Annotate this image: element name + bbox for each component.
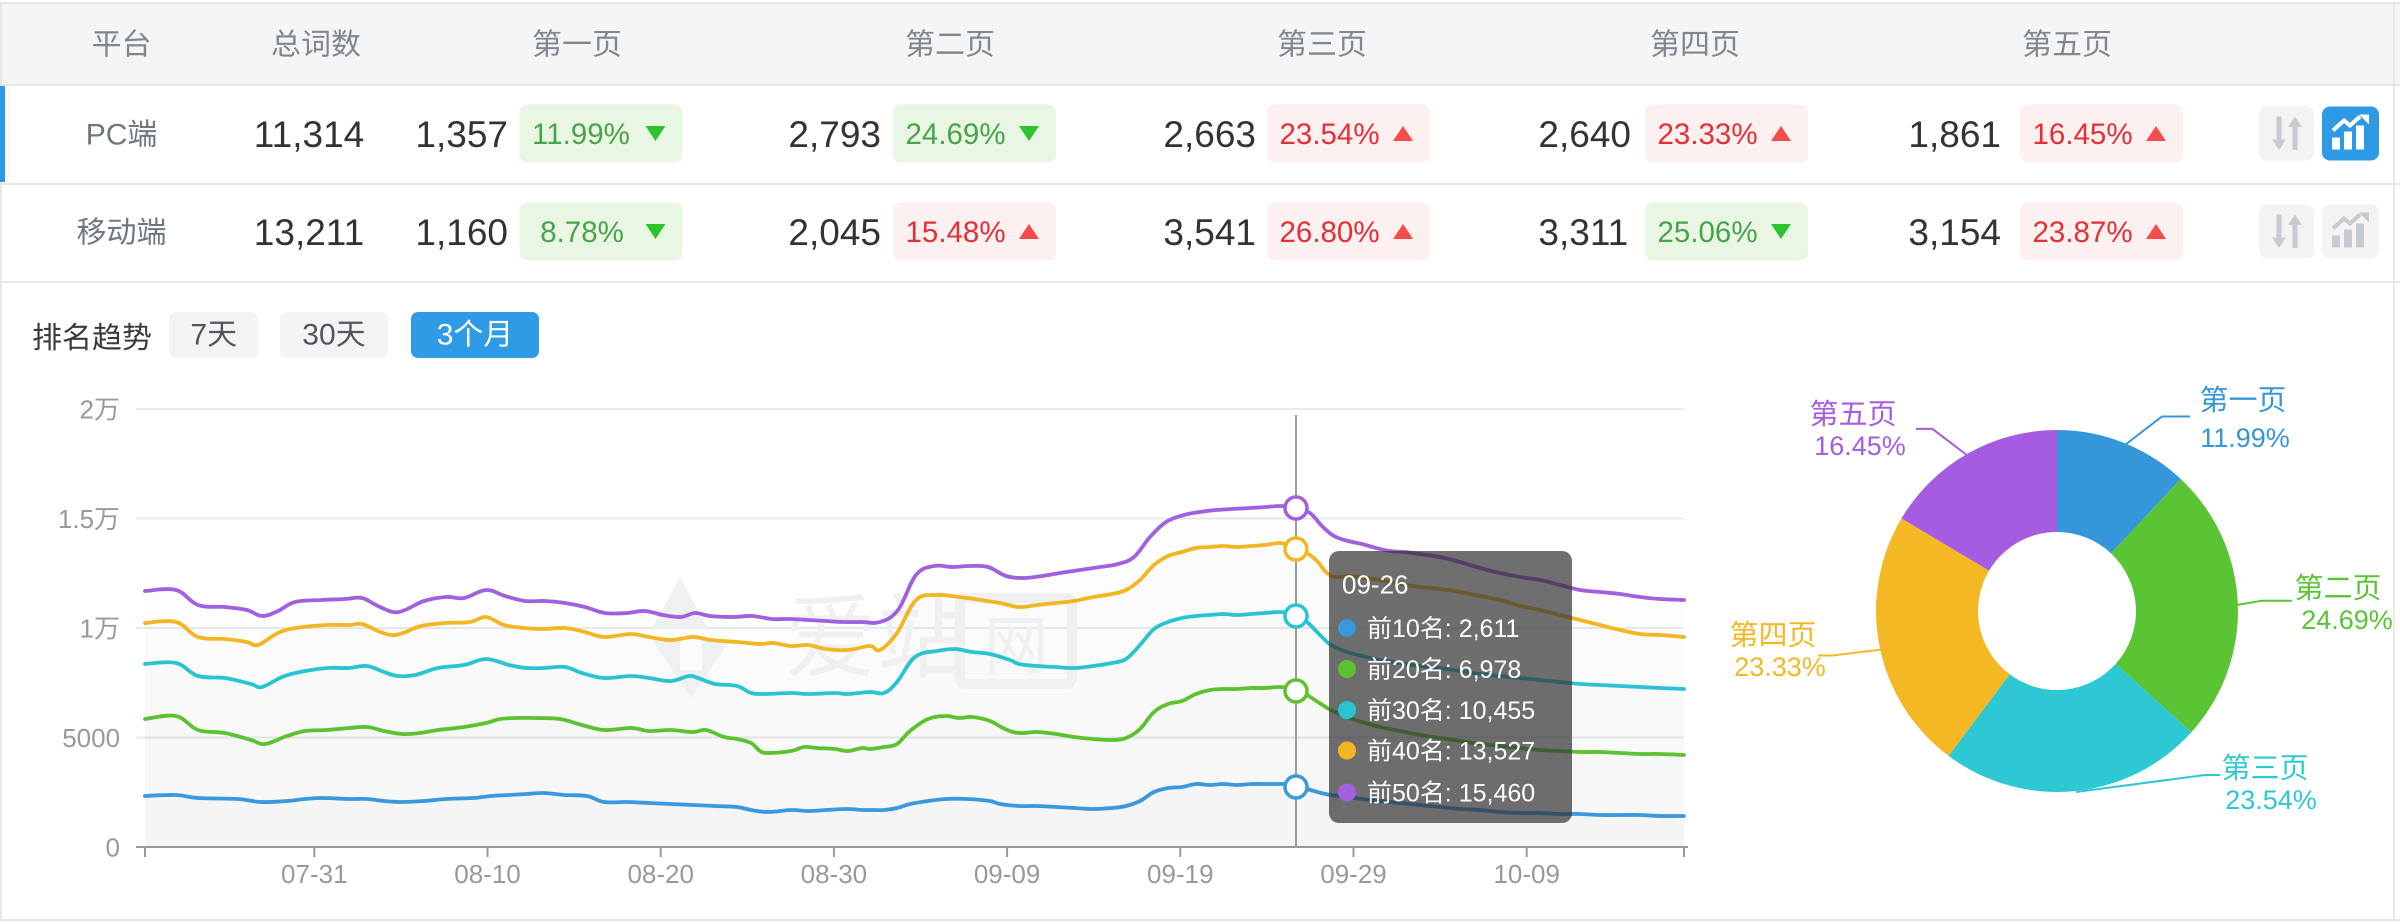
svg-text:1,861: 1,861: [1908, 114, 2001, 155]
svg-text:7: 7: [190, 319, 207, 352]
svg-text:2: 2: [80, 395, 94, 425]
svg-text:40: 40: [1392, 738, 1420, 766]
svg-text:08-10: 08-10: [454, 859, 521, 889]
svg-text:11.99%: 11.99%: [532, 118, 630, 151]
svg-text:23.54%: 23.54%: [2225, 785, 2317, 815]
svg-text:16.45%: 16.45%: [2033, 118, 2133, 151]
svg-text:2,793: 2,793: [788, 114, 881, 155]
svg-text:: 2,611: : 2,611: [1445, 615, 1520, 643]
svg-text:0: 0: [106, 833, 120, 863]
svg-text:23.33%: 23.33%: [1734, 652, 1826, 682]
svg-text:: 10,455: : 10,455: [1445, 697, 1535, 725]
svg-text:07-31: 07-31: [281, 859, 348, 889]
svg-text:1: 1: [80, 614, 94, 644]
svg-text:09-19: 09-19: [1147, 859, 1214, 889]
svg-text:3,311: 3,311: [1538, 212, 1628, 253]
svg-text:13,211: 13,211: [254, 212, 364, 253]
svg-text:25.06%: 25.06%: [1658, 216, 1758, 249]
svg-text:2,045: 2,045: [788, 212, 881, 253]
svg-text:09-26: 09-26: [1342, 570, 1409, 600]
svg-text:2,640: 2,640: [1538, 114, 1631, 155]
svg-text:: 6,978: : 6,978: [1445, 656, 1521, 684]
svg-text:30: 30: [302, 319, 335, 352]
svg-text:1,357: 1,357: [415, 114, 508, 155]
svg-text:1.5: 1.5: [58, 504, 94, 534]
svg-text:24.69%: 24.69%: [2301, 605, 2393, 635]
svg-text:: 13,527: : 13,527: [1445, 738, 1535, 766]
svg-text:23.54%: 23.54%: [1280, 118, 1380, 151]
svg-text:16.45%: 16.45%: [1814, 431, 1906, 461]
svg-text:09-09: 09-09: [974, 859, 1041, 889]
svg-text:24.69%: 24.69%: [906, 118, 1006, 151]
svg-text:10: 10: [1392, 615, 1420, 643]
svg-text:08-20: 08-20: [627, 859, 694, 889]
svg-text:8.78%: 8.78%: [540, 216, 624, 249]
svg-text:: 15,460: : 15,460: [1445, 780, 1535, 808]
svg-text:2,663: 2,663: [1163, 114, 1256, 155]
svg-text:PC: PC: [86, 119, 128, 152]
svg-text:10-09: 10-09: [1493, 859, 1560, 889]
svg-text:3,154: 3,154: [1908, 212, 2001, 253]
svg-text:11,314: 11,314: [254, 114, 364, 155]
svg-text:08-30: 08-30: [801, 859, 868, 889]
svg-text:3: 3: [437, 319, 454, 352]
svg-text:23.87%: 23.87%: [2033, 216, 2133, 249]
svg-text:26.80%: 26.80%: [1280, 216, 1380, 249]
svg-text:1,160: 1,160: [415, 212, 508, 253]
svg-text:15.48%: 15.48%: [906, 216, 1006, 249]
svg-text:50: 50: [1392, 780, 1420, 808]
svg-text:11.99%: 11.99%: [2200, 423, 2290, 453]
svg-text:20: 20: [1392, 656, 1420, 684]
svg-text:5000: 5000: [62, 723, 120, 753]
svg-text:3,541: 3,541: [1163, 212, 1256, 253]
svg-text:09-29: 09-29: [1320, 859, 1387, 889]
svg-text:30: 30: [1392, 697, 1420, 725]
svg-text:23.33%: 23.33%: [1658, 118, 1758, 151]
